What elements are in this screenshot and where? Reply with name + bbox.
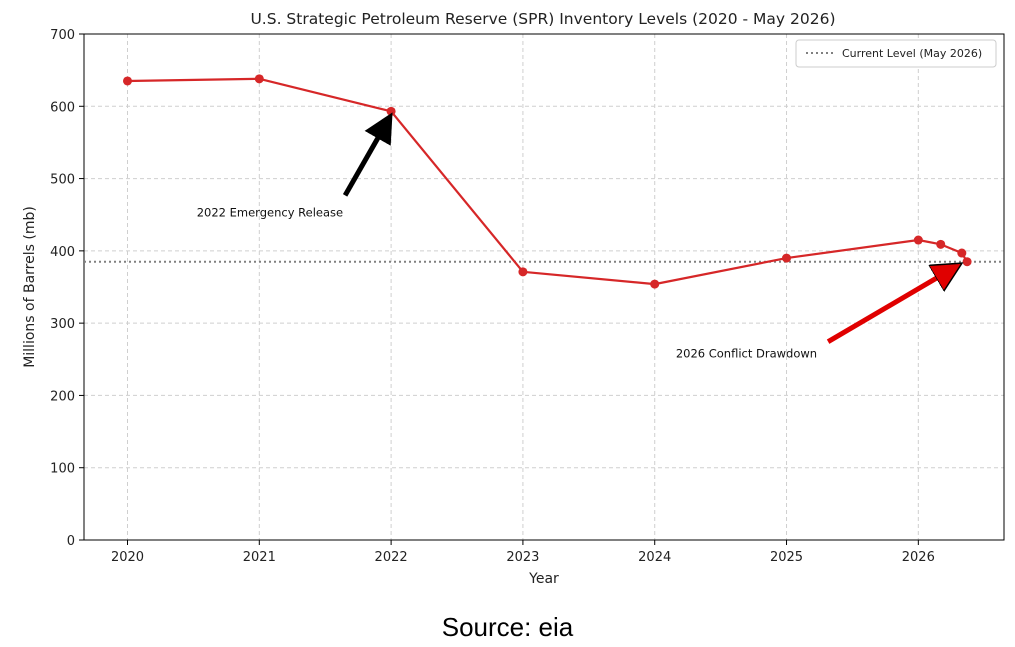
conflict-drawdown-arrow xyxy=(826,271,949,344)
x-tick-label: 2020 xyxy=(111,550,144,565)
plot-frame xyxy=(83,33,1005,541)
series-line xyxy=(127,77,969,286)
data-point xyxy=(913,235,923,245)
legend: Current Level (May 2026) xyxy=(795,39,997,68)
y-tick-label: 700 xyxy=(50,28,75,43)
y-tick-label: 0 xyxy=(67,534,75,549)
spr-chart: U.S. Strategic Petroleum Reserve (SPR) I… xyxy=(22,10,1005,587)
y-tick-label: 100 xyxy=(50,462,75,477)
chart-title: U.S. Strategic Petroleum Reserve (SPR) I… xyxy=(250,10,835,28)
x-axis-label: Year xyxy=(528,571,559,587)
source-caption: Source: eia xyxy=(441,612,574,642)
data-point xyxy=(254,74,264,84)
data-point xyxy=(650,279,660,289)
grid xyxy=(84,34,1004,540)
data-point xyxy=(518,267,528,277)
annotations: 2022 Emergency Release 2026 Conflict Draw… xyxy=(197,112,949,361)
data-point xyxy=(782,253,792,263)
y-tick-label: 400 xyxy=(50,245,75,260)
y-axis-label: Millions of Barrels (mb) xyxy=(22,206,38,368)
x-tick-label: 2022 xyxy=(375,550,408,565)
x-tick-label: 2023 xyxy=(506,550,539,565)
data-point xyxy=(122,76,132,86)
legend-label: Current Level (May 2026) xyxy=(842,47,982,60)
x-tick-label: 2026 xyxy=(902,550,935,565)
y-tick-label: 200 xyxy=(50,389,75,404)
data-point xyxy=(957,248,967,258)
x-tick-label: 2021 xyxy=(243,550,276,565)
annotation-conflict-drawdown: 2026 Conflict Drawdown xyxy=(676,347,817,361)
emergency-release-arrow xyxy=(342,112,393,197)
data-point xyxy=(936,239,946,249)
y-tick-label: 500 xyxy=(50,173,75,188)
legend-box xyxy=(795,39,997,68)
data-point xyxy=(962,257,972,267)
y-tick-label: 300 xyxy=(50,317,75,332)
y-tick-label: 600 xyxy=(50,100,75,115)
annotation-emergency-release: 2022 Emergency Release xyxy=(197,205,343,219)
axis-ticks: 2020 2021 2022 2023 2024 2025 2026 0 100 200 300 40… xyxy=(50,28,935,565)
x-tick-label: 2025 xyxy=(770,550,803,565)
data-point xyxy=(386,106,396,116)
x-tick-label: 2024 xyxy=(638,550,671,565)
